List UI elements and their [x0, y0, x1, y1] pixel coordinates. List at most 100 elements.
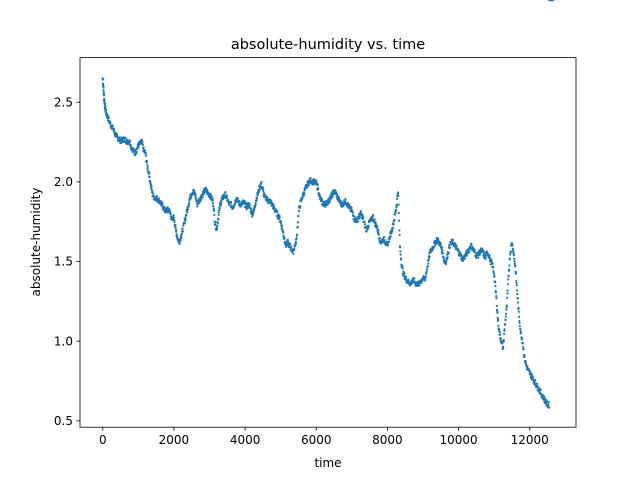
data-point — [180, 234, 183, 237]
data-point — [515, 289, 519, 292]
data-point — [537, 386, 540, 389]
data-point — [214, 224, 217, 227]
data-point — [524, 360, 527, 363]
data-point — [551, 0, 554, 2]
data-point — [168, 209, 171, 213]
data-point — [494, 281, 497, 284]
data-point — [233, 203, 237, 206]
data-point — [496, 311, 499, 314]
data-point — [383, 235, 386, 239]
data-point — [214, 221, 217, 224]
data-point — [484, 257, 487, 260]
x-axis-ticks: 0 2000 4000 6000 8000 10000 12000 — [99, 427, 549, 447]
data-point — [513, 257, 516, 260]
x-tick-label: 4000 — [230, 433, 261, 447]
data-point — [393, 218, 396, 222]
data-point — [102, 94, 106, 97]
data-point — [518, 319, 521, 323]
data-point — [495, 295, 498, 298]
data-point — [220, 201, 223, 204]
data-point — [285, 245, 288, 249]
data-point — [106, 113, 109, 116]
data-point — [260, 180, 263, 184]
data-point — [508, 268, 511, 271]
data-point — [269, 199, 272, 202]
data-point — [143, 149, 147, 152]
data-point — [514, 265, 517, 268]
data-point — [292, 252, 295, 255]
data-point — [278, 216, 281, 219]
data-point — [401, 265, 404, 268]
data-point — [475, 256, 478, 259]
data-point — [398, 233, 401, 237]
data-point — [530, 373, 533, 376]
data-point — [500, 339, 503, 342]
data-point — [395, 197, 399, 200]
data-point — [297, 214, 300, 217]
data-point — [397, 203, 400, 206]
data-point — [173, 219, 176, 222]
data-point — [179, 239, 182, 242]
data-point — [514, 272, 518, 275]
y-tick-label: 2.5 — [54, 95, 73, 109]
data-point — [145, 160, 149, 163]
data-point — [137, 146, 140, 149]
data-point — [494, 284, 497, 288]
data-point — [492, 266, 495, 269]
data-point — [418, 284, 421, 287]
data-point — [188, 201, 191, 204]
data-point — [282, 231, 285, 234]
data-point — [497, 318, 500, 321]
data-point — [424, 276, 427, 279]
data-point — [102, 89, 105, 92]
data-point — [498, 333, 502, 336]
data-point — [362, 216, 365, 219]
data-point — [165, 211, 169, 214]
data-point — [512, 251, 515, 255]
data-point — [194, 196, 198, 200]
data-point — [328, 200, 331, 204]
data-point — [135, 151, 138, 154]
data-point — [529, 371, 532, 375]
data-point — [256, 193, 259, 196]
data-point — [294, 244, 297, 247]
data-point — [144, 154, 148, 157]
data-point — [184, 218, 187, 221]
data-point — [470, 243, 473, 246]
data-point — [324, 205, 327, 208]
data-point — [389, 235, 392, 238]
data-point — [132, 147, 135, 151]
data-point — [148, 179, 152, 182]
data-point — [388, 240, 391, 243]
data-point — [451, 238, 455, 241]
data-point — [447, 251, 450, 254]
data-point — [497, 324, 500, 328]
data-point — [281, 227, 284, 230]
data-point — [515, 284, 518, 287]
data-point — [163, 205, 166, 208]
data-point — [458, 251, 461, 254]
data-point — [523, 354, 526, 357]
data-point — [503, 328, 506, 331]
data-point — [254, 201, 257, 204]
data-point — [350, 209, 354, 212]
data-point — [186, 208, 190, 211]
data-point — [183, 222, 186, 225]
data-point — [509, 253, 512, 256]
data-point — [495, 304, 498, 308]
data-point — [521, 342, 524, 345]
data-point — [255, 199, 258, 202]
data-point — [442, 256, 445, 259]
data-point — [444, 263, 447, 266]
data-point — [388, 237, 392, 240]
data-point — [266, 196, 269, 199]
data-point — [400, 258, 403, 261]
data-point — [210, 194, 213, 197]
data-point — [468, 250, 471, 253]
data-point — [372, 214, 375, 217]
data-point — [262, 189, 265, 193]
data-point — [441, 252, 444, 255]
data-point — [427, 262, 430, 265]
data-point — [408, 284, 412, 287]
